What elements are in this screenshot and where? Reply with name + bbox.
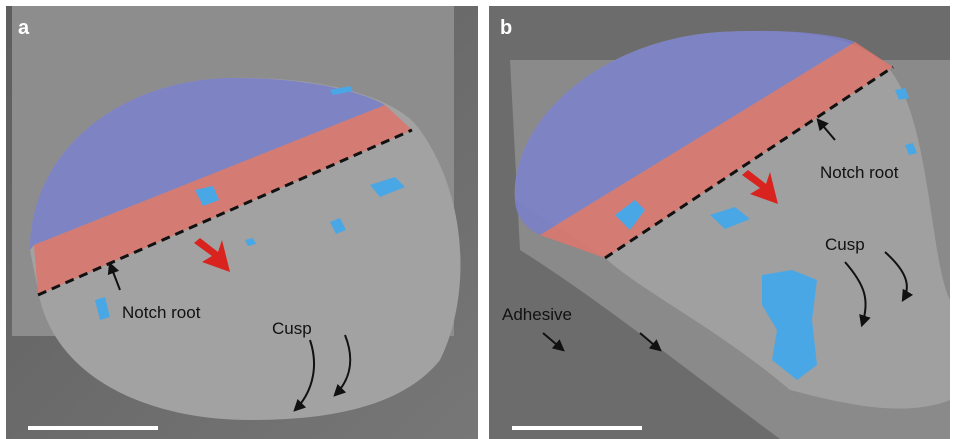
panel-label: b [500,17,512,39]
annotation: Cusp [272,319,312,338]
panel-a: a Notch root Cusp [6,6,478,439]
panel-label: a [18,17,30,39]
annotation: Cusp [825,235,865,254]
annotation: Notch root [820,163,899,182]
annotation: Notch root [122,303,201,322]
panel-b: b Notch root Cusp Adhesive [489,6,950,439]
annotation: Adhesive [502,305,572,324]
figure: a Notch root Cusp b Notch root Cusp Adhe… [0,0,956,439]
